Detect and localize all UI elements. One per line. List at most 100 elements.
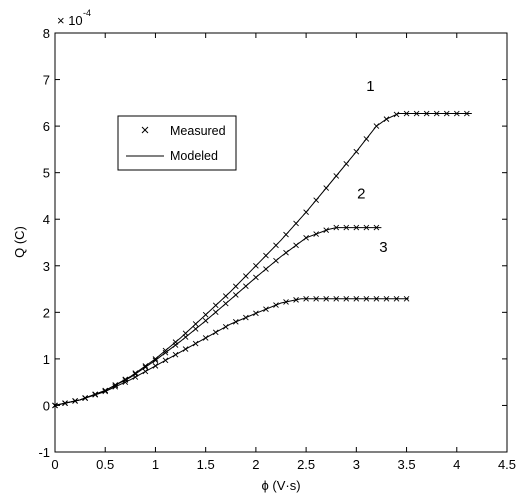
measured-marker-curve-3 [52,402,58,409]
legend-label-measured: Measured [170,124,226,138]
measured-marker-curve-3 [303,296,309,302]
measured-marker-curve-1 [222,293,229,299]
x-tick-label: 0.5 [96,457,114,472]
x-tick-label: 3 [353,457,360,472]
y-tick-label: -1 [38,445,50,460]
measured-marker-curve-1 [243,273,249,279]
measured-marker-curve-1 [263,252,269,259]
measured-marker-curve-1 [413,110,420,117]
measured-marker-curve-3 [132,374,139,380]
measured-marker-curve-2 [253,274,259,281]
x-tick-label: 1.5 [197,457,215,472]
curve-label-2: 2 [357,185,365,202]
measured-marker-curve-3 [122,379,129,385]
measured-marker-curve-3 [263,306,269,312]
measured-marker-curve-3 [152,363,159,369]
y-tick-label: 2 [43,305,50,320]
measured-marker-curve-3 [393,296,400,302]
measured-marker-curve-2 [283,249,289,256]
legend: Measured Modeled [117,115,237,171]
measured-marker-curve-1 [323,185,330,191]
y-tick-label: 7 [43,73,50,88]
measured-marker-curve-3 [102,388,109,395]
measured-marker-curve-2 [263,266,269,272]
measured-marker-curve-1 [383,116,390,122]
x-tick-label: 0 [51,457,58,472]
measured-marker-curve-3 [212,329,219,336]
measured-marker-curve-1 [273,242,279,249]
measured-marker-curve-1 [353,148,360,155]
measured-marker-curve-2 [222,300,229,307]
measured-marker-curve-1 [433,110,440,117]
measured-marker-curve-2 [152,357,159,364]
x-tick-label: 4.5 [498,457,516,472]
measured-marker-curve-1 [202,311,209,318]
measured-marker-curve-1 [343,161,350,167]
measured-marker-curve-3 [283,299,289,305]
exponent-base: × 10 [57,13,83,28]
measured-marker-curve-1 [293,220,299,227]
measured-marker-curve-1 [152,356,159,362]
measured-marker-curve-3 [343,296,350,302]
x-tick-label: 3.5 [398,457,416,472]
measured-marker-curve-2 [162,349,169,356]
measured-marker-curve-3 [273,302,279,308]
measured-marker-curve-1 [443,110,450,117]
measured-marker-curve-1 [333,173,340,179]
x-tick-label: 2 [252,457,259,472]
measured-marker-curve-3 [323,296,330,302]
legend-marker-measured [141,126,149,134]
measured-marker-curve-3 [373,296,380,302]
measured-marker-curve-2 [353,224,360,231]
measured-marker-curve-3 [182,346,189,352]
measured-marker-curve-1 [253,262,259,269]
curve-labels: 1 2 3 [357,78,387,256]
x-tick-label: 2.5 [297,457,315,472]
measured-marker-curve-3 [202,335,209,341]
measured-marker-curve-2 [243,283,249,289]
measured-marker-curve-2 [202,317,209,324]
measured-marker-curve-1 [403,110,410,117]
y-axis-exponent: × 10 -4 [57,8,91,28]
measured-marker-curve-3 [112,384,119,390]
x-axis-label: ϕ (V·s) [261,478,300,493]
modeled-line-curve-2 [54,227,382,406]
measured-marker-curve-2 [182,334,189,340]
plot-area [54,32,508,453]
legend-box [117,115,237,171]
measured-marker-curve-3 [363,296,370,302]
measured-marker-curve-2 [373,224,380,231]
curve-label-1: 1 [366,78,374,95]
measured-marker-curve-3 [222,323,229,330]
measured-marker-curve-1 [363,136,370,142]
measured-marker-curve-3 [293,297,299,303]
measured-marker-curve-3 [172,351,179,358]
measured-marker-curve-1 [393,111,400,118]
measured-marker-curve-3 [232,319,239,325]
measured-marker-curve-1 [303,209,309,216]
exponent-power: -4 [83,8,91,18]
measured-marker-curve-1 [212,302,219,309]
measured-marker-curve-3 [333,296,340,302]
legend-label-modeled: Modeled [170,149,218,163]
measured-marker-curve-1 [192,321,199,327]
y-tick-label: 5 [43,166,50,181]
y-tick-label: 6 [43,119,50,134]
measured-marker-curve-2 [363,224,370,231]
y-tick-label: 4 [43,212,50,227]
y-tick-label: 3 [43,259,50,274]
modeled-line-curve-3 [54,298,409,406]
measured-marker-curve-2 [212,309,219,315]
measured-marker-curve-1 [373,123,380,129]
measured-marker-curve-2 [333,224,340,231]
measured-marker-curve-3 [253,310,259,317]
measured-marker-curve-3 [243,314,249,321]
measured-marker-curve-1 [453,110,460,117]
measured-marker-curve-2 [112,382,119,389]
y-tick-label: 1 [43,352,50,367]
y-tick-label: 8 [43,26,50,41]
y-axis-ticks: -1 0 1 2 3 4 5 6 7 8 [38,26,507,460]
measured-marker-curve-1 [162,347,169,354]
measured-marker-curve-2 [293,242,299,249]
